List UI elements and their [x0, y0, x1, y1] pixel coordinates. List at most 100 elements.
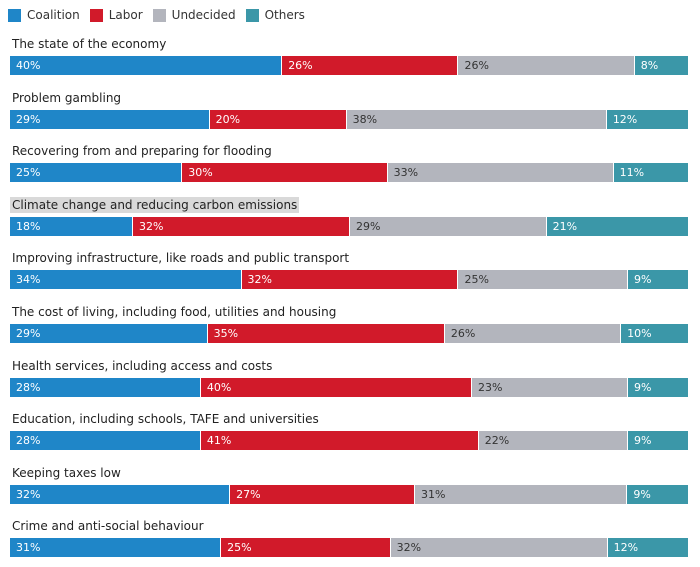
bar-segment-others[interactable]: 8%	[633, 56, 688, 75]
bar-segment-coalition[interactable]: 40%	[10, 56, 282, 75]
bar-segment-undecided[interactable]: 32%	[389, 538, 607, 557]
data-label: 10%	[627, 327, 652, 340]
row-title: Keeping taxes low	[12, 466, 121, 480]
bar-segment-undecided[interactable]: 26%	[443, 324, 621, 343]
stacked-bar: 32% 27% 31% 9%	[10, 485, 688, 504]
bar-segment-others[interactable]: 21%	[545, 217, 688, 236]
data-label: 20%	[215, 113, 241, 126]
stacked-bar: 28% 40% 23% 9%	[10, 378, 688, 397]
row-title: The cost of living, including food, util…	[12, 305, 337, 319]
legend-swatch-coalition	[8, 8, 21, 22]
bar-segment-undecided[interactable]: 22%	[477, 431, 627, 450]
stacked-bar: 29% 35% 26% 10%	[10, 324, 688, 343]
bar-segment-others[interactable]: 12%	[605, 110, 688, 129]
data-label: 9%	[633, 434, 652, 447]
data-label: 12%	[613, 541, 639, 554]
stacked-bar: 40% 26% 26% 8%	[10, 56, 688, 75]
bar-segment-coalition[interactable]: 25%	[10, 163, 182, 182]
bar-segment-others[interactable]: 11%	[612, 163, 688, 182]
data-label: 8%	[640, 59, 659, 72]
row-title: Recovering from and preparing for floodi…	[12, 144, 272, 158]
bar-segment-coalition[interactable]: 28%	[10, 431, 200, 450]
data-label: 25%	[227, 541, 252, 554]
data-label: 38%	[352, 113, 378, 126]
legend-label-coalition: Coalition	[27, 8, 80, 22]
stacked-bar: 34% 32% 25% 9%	[10, 270, 688, 289]
bar-segment-undecided[interactable]: 25%	[457, 270, 627, 289]
data-label: 26%	[464, 59, 489, 72]
bar-segment-others[interactable]: 9%	[626, 378, 688, 397]
data-label: 35%	[213, 327, 239, 340]
stacked-bar: 25% 30% 33% 11%	[10, 163, 688, 182]
legend-item-labor[interactable]: Labor	[89, 8, 143, 22]
bar-segment-coalition[interactable]: 32%	[10, 485, 230, 504]
row-title: Improving infrastructure, like roads and…	[12, 251, 350, 265]
data-label: 32%	[139, 220, 164, 233]
bar-segment-labor[interactable]: 35%	[206, 324, 444, 343]
bar-segment-undecided[interactable]: 29%	[348, 217, 546, 236]
bar-segment-coalition[interactable]: 29%	[10, 110, 209, 129]
bar-segment-coalition[interactable]: 34%	[10, 270, 241, 289]
row-title: Problem gambling	[12, 91, 122, 105]
stacked-bar: 29% 20% 38% 12%	[10, 110, 688, 129]
bar-segment-coalition[interactable]: 28%	[10, 378, 200, 397]
legend-item-undecided[interactable]: Undecided	[152, 8, 236, 22]
bar-segment-undecided[interactable]: 23%	[471, 378, 627, 397]
data-label: 32%	[247, 273, 272, 286]
data-label: 26%	[450, 327, 476, 340]
data-label: 29%	[355, 220, 381, 233]
data-label: 25%	[16, 166, 41, 179]
bar-segment-others[interactable]: 12%	[606, 538, 688, 557]
data-label: 26%	[288, 59, 313, 72]
data-label: 11%	[619, 166, 645, 179]
bar-segment-labor[interactable]: 32%	[240, 270, 458, 289]
legend: Coalition Labor Undecided Others	[8, 6, 315, 24]
bar-segment-undecided[interactable]: 33%	[386, 163, 613, 182]
legend-item-others[interactable]: Others	[245, 8, 305, 22]
bar-segment-coalition[interactable]: 31%	[10, 538, 221, 557]
bar-segment-labor[interactable]: 32%	[132, 217, 349, 236]
data-label: 33%	[393, 166, 419, 179]
legend-label-labor: Labor	[108, 8, 143, 22]
bar-segment-undecided[interactable]: 26%	[457, 56, 634, 75]
data-label: 40%	[206, 381, 232, 394]
legend-swatch-labor	[89, 8, 103, 22]
data-label: 40%	[16, 59, 41, 72]
stacked-bar: 31% 25% 32% 12%	[10, 538, 688, 557]
bar-segment-labor[interactable]: 30%	[181, 163, 387, 182]
bar-segment-others[interactable]: 9%	[626, 270, 688, 289]
legend-label-undecided: Undecided	[171, 8, 236, 22]
data-label: 12%	[612, 113, 638, 126]
data-label: 9%	[633, 488, 651, 501]
bar-segment-undecided[interactable]: 31%	[414, 485, 627, 504]
bar-segment-others[interactable]: 10%	[620, 324, 688, 343]
bar-segment-others[interactable]: 9%	[626, 485, 688, 504]
bar-segment-others[interactable]: 9%	[626, 431, 688, 450]
data-label: 29%	[16, 327, 41, 340]
row-title: Health services, including access and co…	[12, 359, 273, 373]
bar-segment-labor[interactable]: 25%	[220, 538, 390, 557]
legend-item-coalition[interactable]: Coalition	[8, 8, 80, 22]
data-label: 34%	[16, 273, 41, 286]
legend-label-others: Others	[264, 8, 305, 22]
data-label: 31%	[16, 541, 41, 554]
bar-segment-labor[interactable]: 40%	[199, 378, 472, 397]
data-label: 31%	[421, 488, 446, 501]
data-label: 30%	[188, 166, 213, 179]
stacked-bar: 18% 32% 29% 21%	[10, 217, 688, 236]
bar-segment-labor[interactable]: 20%	[208, 110, 346, 129]
bar-segment-coalition[interactable]: 18%	[10, 217, 133, 236]
bar-segment-undecided[interactable]: 38%	[345, 110, 606, 129]
data-label: 9%	[633, 273, 652, 286]
bar-segment-labor[interactable]: 27%	[229, 485, 415, 504]
legend-swatch-undecided	[152, 8, 166, 22]
data-label: 28%	[16, 434, 41, 447]
data-label: 32%	[396, 541, 422, 554]
bar-segment-coalition[interactable]: 29%	[10, 324, 207, 343]
bar-segment-labor[interactable]: 26%	[281, 56, 458, 75]
bar-segment-labor[interactable]: 41%	[199, 431, 478, 450]
data-label: 9%	[633, 381, 652, 394]
row-title: Education, including schools, TAFE and u…	[12, 412, 319, 426]
row-title: The state of the economy	[12, 37, 167, 51]
